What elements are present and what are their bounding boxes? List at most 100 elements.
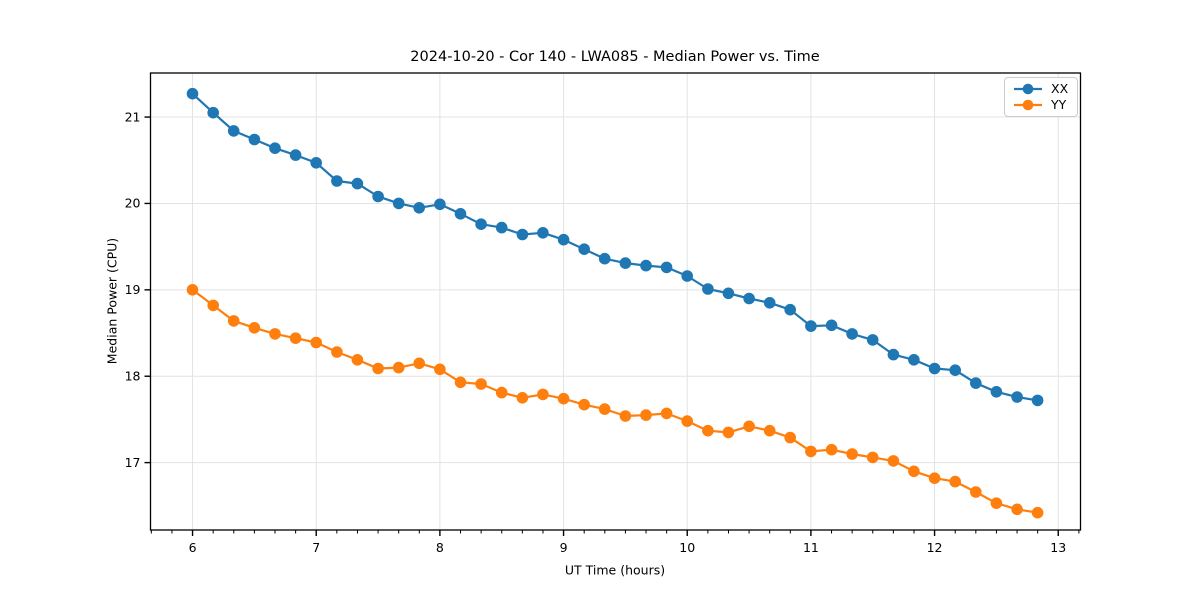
series-xx-line — [191, 92, 1038, 402]
series-xx-marker — [598, 252, 611, 265]
series-yy-marker — [1031, 506, 1044, 519]
series-yy-marker — [351, 354, 364, 366]
series-xx-marker — [784, 303, 796, 316]
series-yy-line — [191, 288, 1038, 514]
series-xx-marker — [516, 228, 529, 241]
series-yy-marker — [372, 362, 384, 375]
series-yy-marker — [310, 336, 323, 349]
series-yy-marker — [908, 465, 920, 478]
chart-title: 2024-10-20 - Cor 140 - LWA085 - Median P… — [410, 49, 820, 65]
series-xx-marker — [763, 297, 776, 309]
series-xx-marker — [351, 177, 364, 190]
series-yy-marker — [537, 388, 549, 401]
legend-line-marker-icon-xx — [1014, 83, 1042, 95]
x-tick-label: 11 — [803, 540, 819, 555]
series-xx-marker — [805, 320, 817, 332]
series-yy-marker — [207, 299, 219, 312]
legend-item-xx: XX — [1013, 81, 1069, 96]
series-yy-marker — [702, 424, 714, 437]
series-yy-marker — [516, 392, 529, 404]
series-xx-marker — [1011, 391, 1023, 403]
series-xx-marker — [413, 202, 426, 214]
series-yy-marker — [660, 407, 673, 420]
series-xx-marker — [990, 386, 1003, 398]
series-xx-marker — [743, 292, 755, 305]
plot-frame — [149, 72, 1082, 531]
series-yy-marker — [269, 328, 281, 340]
series-xx-marker — [928, 362, 941, 375]
series-yy-marker — [825, 443, 838, 456]
x-tick-label: 9 — [560, 540, 568, 555]
series-yy-marker — [557, 392, 570, 405]
series-yy-marker — [289, 332, 302, 345]
series-xx-marker — [619, 257, 632, 269]
x-tick-label: 12 — [927, 540, 943, 555]
series-yy-marker — [227, 315, 240, 327]
x-tick-label: 8 — [436, 540, 444, 555]
series-xx-marker — [970, 377, 982, 389]
series-yy-marker — [743, 420, 755, 433]
y-tick-label: 20 — [125, 196, 141, 211]
series-yy-marker — [434, 363, 446, 376]
x-tick-label: 6 — [189, 540, 197, 555]
series-yy-marker — [846, 448, 858, 460]
series-xx-marker — [825, 319, 838, 332]
legend-item-yy: YY — [1013, 96, 1068, 112]
series-xx-marker — [392, 197, 405, 210]
series-xx-marker — [846, 328, 858, 340]
series-xx-marker — [1031, 394, 1044, 407]
series-xx-marker — [289, 149, 302, 161]
series-yy-marker — [681, 415, 693, 427]
legend-label-xx: XX — [1051, 81, 1069, 96]
series-xx-marker — [372, 190, 384, 203]
series-xx-marker — [207, 106, 219, 119]
x-tick-label: 10 — [679, 540, 695, 555]
series-xx-marker — [248, 133, 261, 146]
series-xx-marker — [227, 125, 240, 137]
series-yy-marker — [331, 346, 343, 358]
series-xx-marker — [310, 157, 323, 169]
legend-label-yy: YY — [1051, 96, 1067, 112]
series-xx-marker — [495, 221, 508, 234]
series-yy-marker — [186, 284, 199, 296]
series-yy-marker — [413, 357, 426, 370]
series-yy-marker — [928, 472, 941, 485]
series-yy-marker — [805, 445, 817, 458]
series-xx-marker — [722, 287, 735, 300]
series-xx-marker — [949, 364, 961, 377]
series-xx-marker — [537, 227, 549, 239]
series-xx-marker — [640, 259, 652, 272]
series-xx-marker — [908, 354, 920, 366]
series-xx-marker — [475, 218, 487, 230]
series-xx-marker — [866, 334, 879, 346]
series-yy-marker — [722, 426, 735, 439]
series-yy-marker — [970, 486, 982, 498]
series-yy-marker — [475, 378, 487, 390]
y-tick-label: 19 — [125, 282, 141, 297]
x-tick-label: 13 — [1050, 540, 1066, 555]
series-yy-marker — [619, 410, 632, 422]
series-yy-marker — [784, 431, 796, 444]
series-yy-marker — [1011, 503, 1023, 516]
series-yy-marker — [392, 361, 405, 374]
series-yy-marker — [454, 376, 467, 389]
series-xx-marker — [269, 142, 281, 154]
x-axis-label: UT Time (hours) — [564, 562, 666, 578]
y-tick-label: 17 — [125, 455, 141, 470]
series-xx-marker — [660, 261, 673, 274]
series-xx-marker — [702, 283, 714, 295]
series-yy-marker — [578, 398, 590, 411]
legend: XX YY — [1004, 77, 1079, 117]
series-yy-marker — [763, 424, 776, 437]
series-yy-marker — [949, 475, 961, 488]
series-xx-marker — [578, 243, 590, 255]
series-xx-marker — [681, 270, 693, 282]
series-yy-marker — [887, 455, 900, 467]
series-xx-marker — [186, 87, 199, 100]
y-tick-label: 21 — [125, 109, 141, 124]
legend-line-marker-icon-yy — [1014, 99, 1042, 111]
y-tick-label: 18 — [125, 369, 141, 384]
series-xx-marker — [331, 175, 343, 187]
